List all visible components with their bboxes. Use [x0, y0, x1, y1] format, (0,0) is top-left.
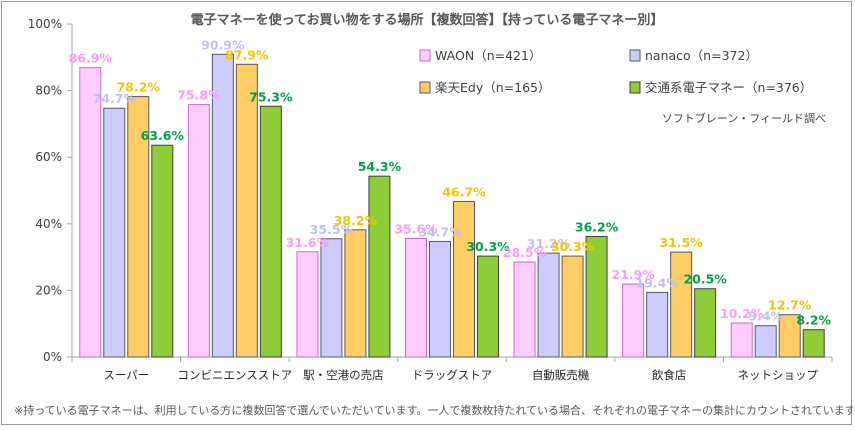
- data-label: 86.9%: [69, 51, 113, 66]
- data-label: 34.7%: [418, 224, 462, 239]
- legend: WAON（n=421） nanaco（n=372） 楽天Edy（n=165） 交通系電…: [419, 48, 812, 95]
- bar: [259, 105, 282, 358]
- data-label: 10.2%: [720, 306, 764, 321]
- footnote: ※持っている電子マネーは、利用している方に複数回答で選んでいただいています。一人…: [14, 403, 853, 417]
- y-tick-label: 60%: [35, 150, 62, 164]
- bar: [235, 63, 258, 358]
- legend-swatch: [629, 49, 641, 62]
- bar: [296, 251, 319, 358]
- bar: [646, 291, 669, 358]
- data-label: 35.5%: [310, 222, 354, 237]
- bar: [802, 329, 825, 358]
- legend-label: nanaco（n=372）: [645, 48, 758, 63]
- bar: [453, 200, 475, 358]
- data-label: 21.9%: [611, 267, 655, 282]
- chart: 電子マネーを使ってお買い物をする場所【複数回答】【持っている電子マネー別】 0%…: [14, 12, 855, 417]
- data-label: 19.4%: [635, 275, 679, 290]
- legend-swatch: [629, 81, 641, 94]
- x-axis: スーパー コンビニエンスストア 駅・空港の売店 ドラッグストア 自動販売機 飲食店 ネットシ…: [71, 356, 833, 382]
- bar: [561, 255, 584, 358]
- bar: [405, 237, 427, 358]
- data-label: 30.3%: [466, 239, 510, 254]
- data-label: 54.3%: [358, 159, 402, 174]
- bar: [368, 175, 391, 358]
- bar: [670, 251, 693, 358]
- data-label: 30.3%: [551, 239, 595, 254]
- data-label: 78.2%: [117, 80, 161, 95]
- bar: [754, 325, 777, 358]
- data-label: 87.9%: [225, 47, 269, 62]
- y-tick-label: 40%: [35, 217, 62, 231]
- data-label: 75.3%: [249, 89, 293, 104]
- bar: [344, 229, 367, 358]
- bar: [622, 283, 645, 358]
- y-tick-label: 100%: [28, 17, 62, 31]
- bar: [103, 107, 126, 358]
- bar: [429, 240, 451, 358]
- data-label: 38.2%: [334, 213, 378, 228]
- data-label: 8.2%: [796, 313, 831, 328]
- data-label: 36.2%: [575, 219, 619, 234]
- bar: [730, 322, 753, 358]
- y-tick-label: 20%: [35, 283, 62, 297]
- x-category-label: 自動販売機: [532, 368, 590, 382]
- bar: [187, 104, 210, 358]
- bar: [778, 314, 801, 358]
- data-label: 46.7%: [442, 184, 486, 199]
- x-category-label: コンビニエンスストア: [177, 368, 292, 382]
- bar: [537, 252, 560, 358]
- bar: [585, 235, 608, 358]
- data-label: 9.4%: [748, 309, 783, 324]
- bar: [211, 53, 234, 358]
- data-label: 20.5%: [683, 272, 727, 287]
- data-label: 31.2%: [527, 236, 571, 251]
- data-label: 74.7%: [93, 91, 137, 106]
- legend-label: WAON（n=421）: [435, 48, 541, 63]
- legend-swatch: [419, 49, 431, 62]
- bar: [477, 255, 499, 358]
- x-category-label: 飲食店: [652, 368, 687, 382]
- legend-label: 楽天Edy（n=165）: [435, 80, 551, 95]
- bar: [79, 67, 102, 358]
- data-label: 12.7%: [768, 298, 812, 313]
- legend-label: 交通系電子マネー（n=376）: [645, 80, 812, 95]
- bar: [151, 144, 174, 358]
- data-label: 31.6%: [286, 235, 330, 250]
- x-category-label: スーパー: [103, 368, 149, 382]
- x-category-label: 駅・空港の売店: [303, 368, 384, 382]
- bars: [79, 53, 825, 358]
- y-axis: 0% 20% 40% 60% 80% 100%: [28, 17, 73, 364]
- source-note: ソフトブレーン・フィールド調べ: [662, 111, 826, 125]
- bar: [694, 288, 717, 358]
- bar: [513, 261, 536, 358]
- x-category-label: ネットショップ: [737, 368, 818, 382]
- data-label: 28.5%: [503, 245, 547, 260]
- data-labels: 86.9% 74.7%78.2% 63.6% 75.8% 90.9%87.9% 75.3%…: [69, 37, 832, 327]
- chart-title: 電子マネーを使ってお買い物をする場所【複数回答】【持っている電子マネー別】: [191, 12, 664, 28]
- x-category-label: ドラッグストア: [412, 368, 493, 382]
- legend-swatch: [419, 81, 431, 94]
- data-label: 90.9%: [201, 37, 245, 52]
- bar: [320, 238, 343, 358]
- y-tick-label: 80%: [35, 84, 62, 98]
- bar: [127, 96, 150, 358]
- data-label: 63.6%: [141, 128, 185, 143]
- data-label: 35.6%: [394, 221, 438, 236]
- data-label: 75.8%: [177, 88, 221, 103]
- data-label: 31.5%: [659, 235, 703, 250]
- y-tick-label: 0%: [43, 350, 62, 364]
